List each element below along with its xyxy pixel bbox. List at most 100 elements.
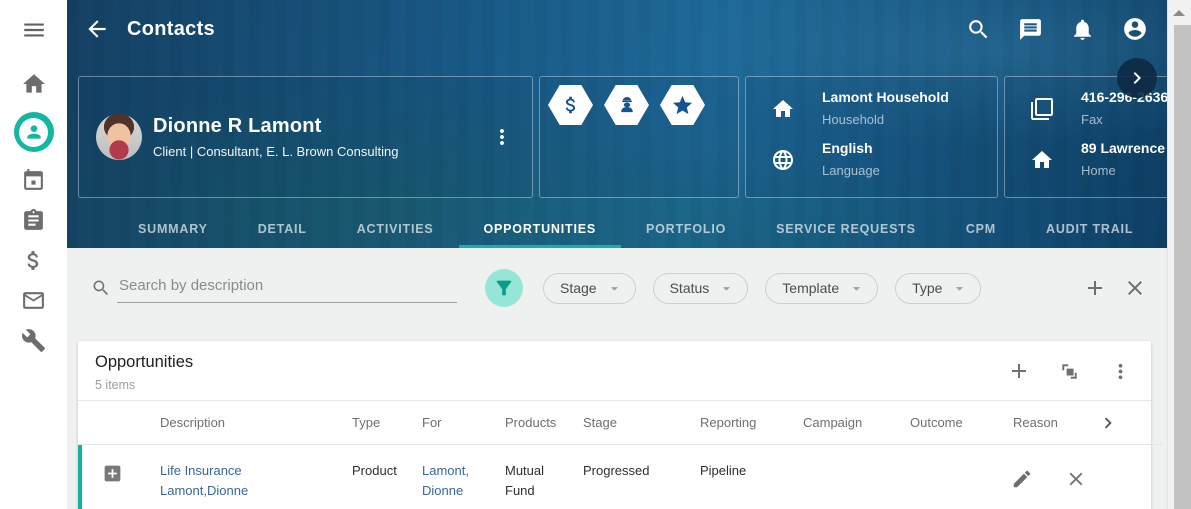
- tab-activities[interactable]: ACTIVITIES: [332, 210, 459, 248]
- profile-card: Dionne R Lamont Client | Consultant, E. …: [78, 76, 533, 198]
- sidebar-item-tasks[interactable]: [0, 200, 67, 240]
- tab-cpm[interactable]: CPM: [941, 210, 1021, 248]
- expand-row-icon[interactable]: [102, 461, 126, 485]
- chip-template[interactable]: Template: [765, 272, 879, 304]
- arrow-back-icon: [88, 20, 106, 38]
- search-icon[interactable]: [966, 16, 992, 42]
- star-badge-icon[interactable]: [660, 85, 705, 125]
- avatar[interactable]: [96, 114, 142, 160]
- tab-service-requests[interactable]: SERVICE REQUESTS: [751, 210, 941, 248]
- edit-icon[interactable]: [1011, 467, 1035, 491]
- tab-summary[interactable]: SUMMARY: [113, 210, 233, 248]
- filter-bar: Stage Status Template Type: [67, 248, 1167, 307]
- table-header-row: Description Type For Products Stage Repo…: [78, 401, 1163, 445]
- household-field[interactable]: Lamont Household Household: [746, 89, 997, 127]
- chevron-down-icon: [606, 280, 623, 297]
- sidebar-item-contacts[interactable]: [0, 104, 67, 160]
- field-label: Language: [822, 163, 880, 178]
- sidebar-item-calendar[interactable]: [0, 160, 67, 200]
- add-filter-icon[interactable]: [1083, 276, 1107, 300]
- chip-stage[interactable]: Stage: [543, 272, 636, 304]
- close-icon[interactable]: [1123, 276, 1147, 300]
- globe-icon: [771, 148, 795, 172]
- sidebar-item-tools[interactable]: [0, 320, 67, 360]
- appbar-actions: [966, 16, 1148, 42]
- contact-link[interactable]: Lamont, Dionne: [422, 463, 469, 498]
- opportunities-header: Opportunities 5 items: [78, 341, 1151, 401]
- remove-icon[interactable]: [1065, 467, 1089, 491]
- opportunity-link[interactable]: Life Insurance Lamont,Dionne: [160, 463, 249, 498]
- col-spacer: [78, 401, 144, 445]
- scroll-columns-right-icon[interactable]: [1081, 401, 1163, 445]
- field-label: Home: [1081, 163, 1116, 178]
- chip-label: Status: [669, 280, 710, 296]
- dollar-badge-icon[interactable]: [548, 85, 593, 125]
- item-count: 5 items: [95, 378, 136, 392]
- kebab-icon[interactable]: [1109, 359, 1133, 383]
- chat-icon[interactable]: [1018, 16, 1044, 42]
- page-title: Contacts: [127, 17, 215, 40]
- address-field[interactable]: 89 Lawrence Av Home: [1005, 140, 1167, 178]
- household-card: Lamont Household Household English Langu…: [745, 76, 998, 198]
- tab-content: Stage Status Template Type: [67, 248, 1167, 509]
- tab-opportunities[interactable]: OPPORTUNITIES: [458, 210, 622, 248]
- home-icon: [22, 74, 45, 93]
- cell-products: Mutual Fund: [505, 463, 545, 498]
- summary-cards: Dionne R Lamont Client | Consultant, E. …: [67, 76, 1167, 198]
- col-products: Products: [489, 401, 567, 445]
- card-title: Opportunities: [95, 353, 194, 371]
- table-row[interactable]: Life Insurance Lamont,Dionne Product Lam…: [78, 445, 1151, 509]
- pages-icon: [1030, 97, 1054, 121]
- field-value: English: [822, 140, 873, 156]
- carousel-next-button[interactable]: [1117, 58, 1157, 98]
- dollar-icon: [27, 250, 39, 270]
- filter-icon[interactable]: [485, 269, 523, 307]
- worker-badge-icon[interactable]: [604, 85, 649, 125]
- tab-detail[interactable]: DETAIL: [233, 210, 332, 248]
- contacts-active-icon: [13, 112, 54, 152]
- cell-type: Product: [352, 463, 397, 478]
- scrollbar: [1167, 0, 1191, 509]
- badges-card: [539, 76, 739, 198]
- hero-header: Contacts: [67, 0, 1167, 248]
- profile-kebab-icon[interactable]: [490, 125, 514, 149]
- field-label: Household: [822, 112, 885, 127]
- filter-chips: Stage Status Template Type: [543, 272, 982, 304]
- cell-stage: Progressed: [583, 463, 650, 478]
- mail-icon: [23, 291, 44, 309]
- cell-campaign: [787, 445, 894, 509]
- search-input[interactable]: [117, 273, 457, 303]
- col-outcome: Outcome: [894, 401, 997, 445]
- chip-status[interactable]: Status: [652, 272, 749, 304]
- chevron-down-icon: [951, 280, 968, 297]
- calendar-icon: [24, 168, 43, 190]
- scroll-up-icon[interactable]: [1171, 7, 1187, 19]
- account-icon[interactable]: [1122, 16, 1148, 42]
- contact-subtitle: Client | Consultant, E. L. Brown Consult…: [153, 144, 399, 159]
- search-icon: [91, 278, 111, 298]
- tab-portfolio[interactable]: PORTFOLIO: [621, 210, 751, 248]
- add-opportunity-icon[interactable]: [1007, 359, 1031, 383]
- sidebar-item-home[interactable]: [0, 64, 67, 104]
- chevron-right-icon: [1133, 72, 1141, 84]
- tab-audit-trail[interactable]: AUDIT TRAIL: [1021, 210, 1158, 248]
- scrollbar-thumb[interactable]: [1174, 25, 1191, 509]
- sidebar-item-mail[interactable]: [0, 280, 67, 320]
- chevron-down-icon: [718, 280, 735, 297]
- chip-label: Stage: [560, 280, 597, 296]
- home-icon: [771, 97, 795, 121]
- clipboard-icon: [24, 208, 43, 230]
- left-sidebar: [0, 0, 67, 509]
- maximize-icon[interactable]: [1058, 359, 1082, 383]
- col-reporting: Reporting: [684, 401, 787, 445]
- back-button[interactable]: [84, 16, 110, 42]
- chip-label: Type: [912, 280, 943, 296]
- chevron-down-icon: [848, 280, 865, 297]
- bell-icon[interactable]: [1070, 16, 1096, 42]
- cell-outcome: [894, 445, 997, 509]
- chip-type[interactable]: Type: [895, 272, 982, 304]
- sidebar-item-money[interactable]: [0, 240, 67, 280]
- menu-icon[interactable]: [21, 17, 47, 39]
- language-field[interactable]: English Language: [746, 140, 997, 178]
